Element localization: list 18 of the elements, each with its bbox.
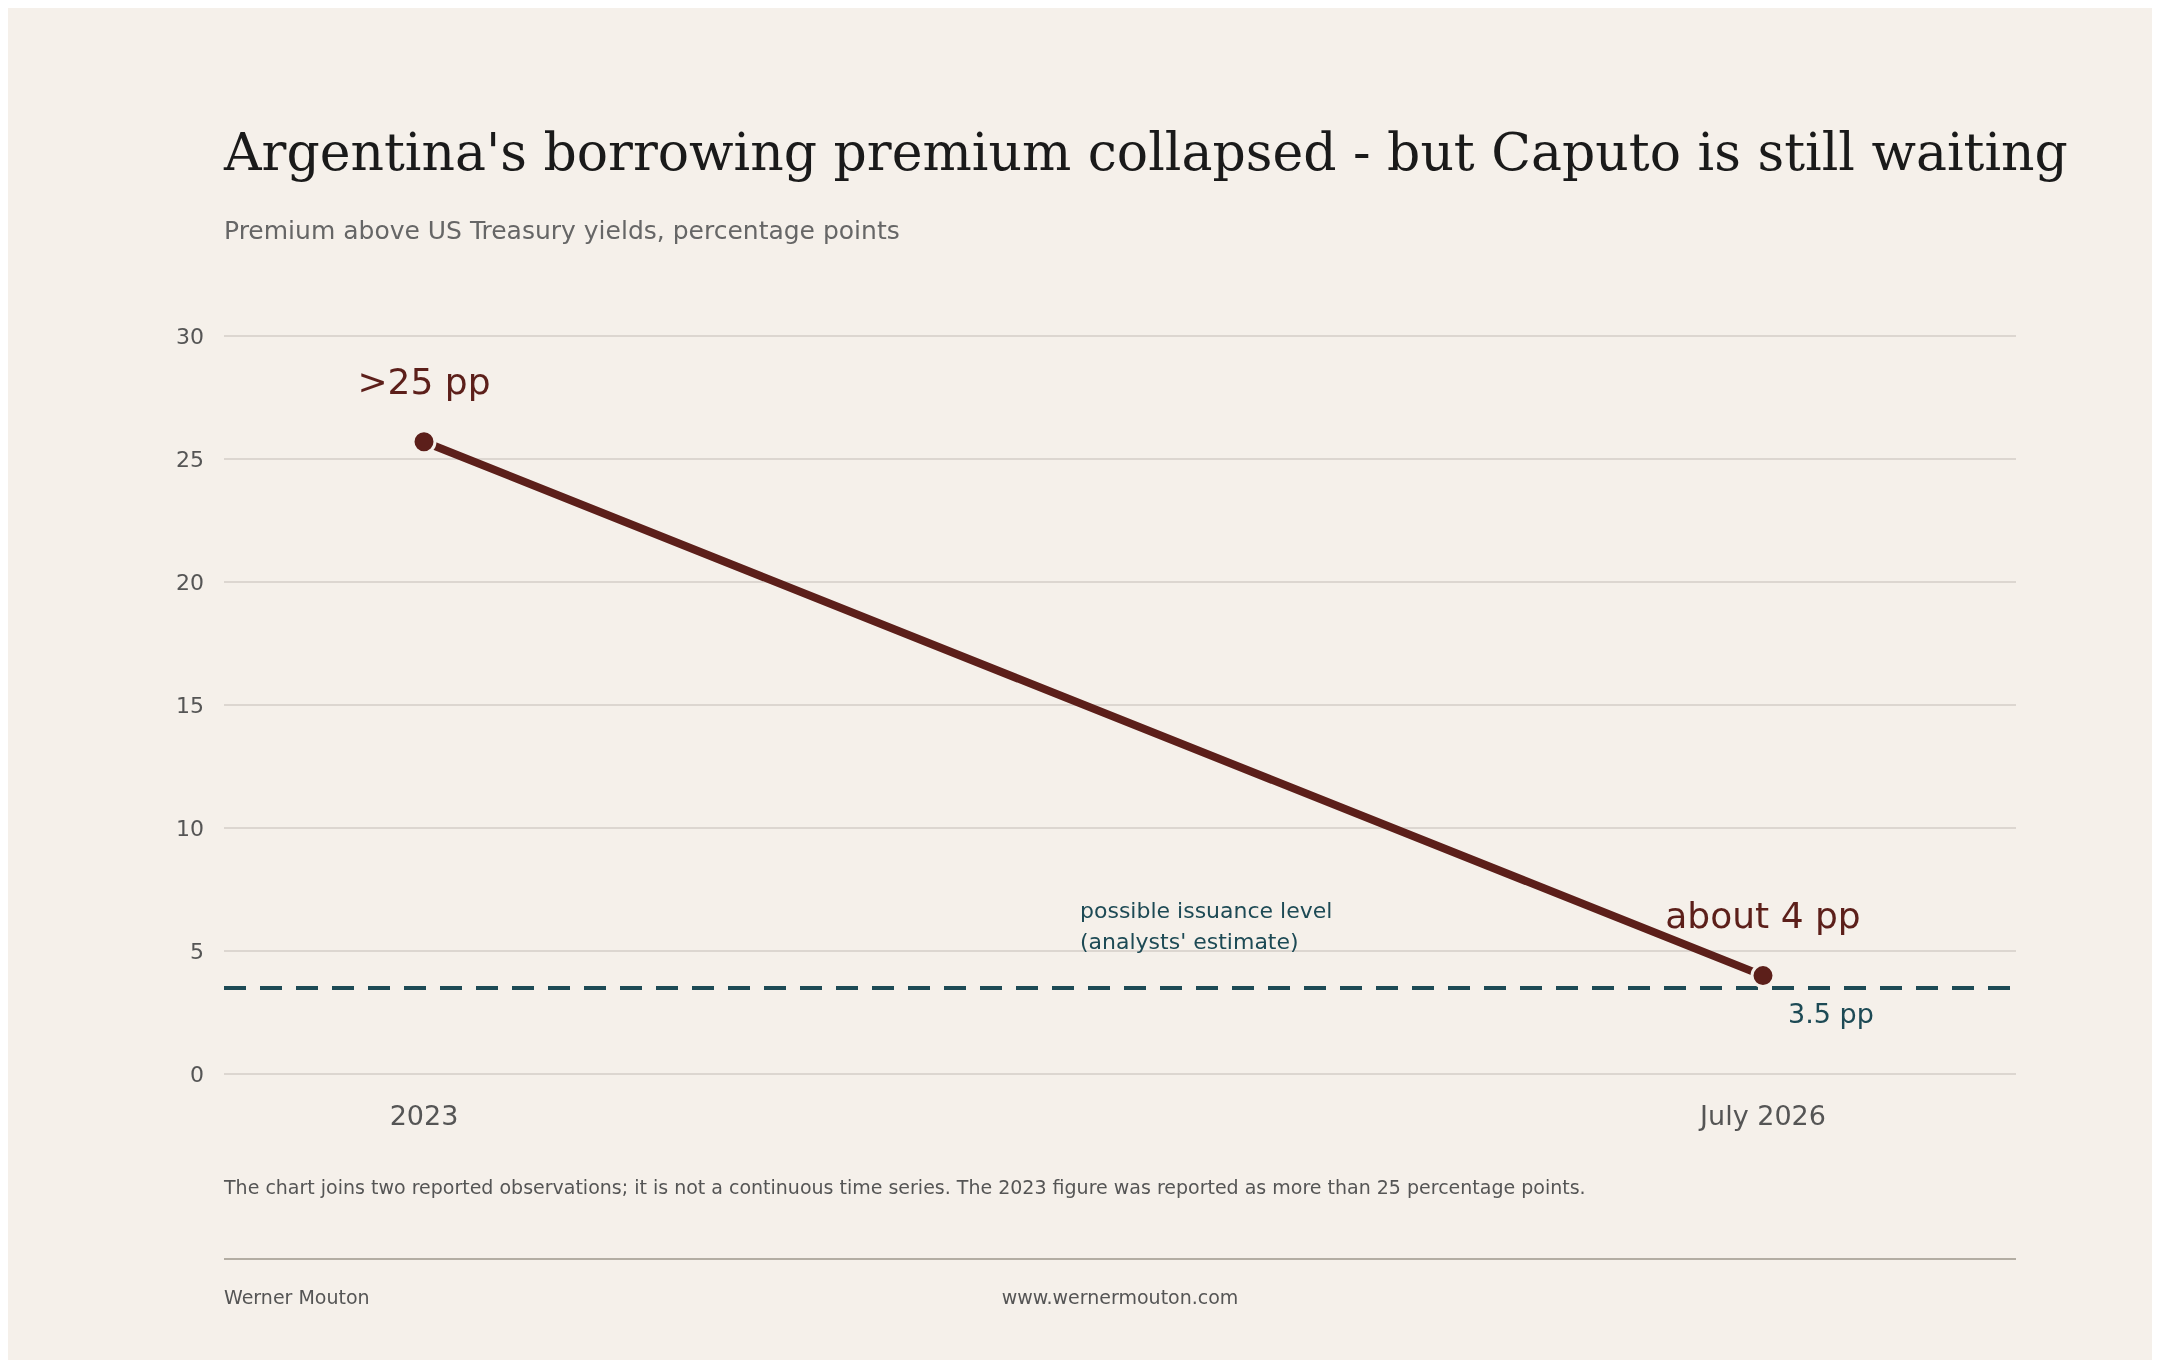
y-tick-label: 15 xyxy=(176,692,204,718)
annotation: possible issuance level (analysts' estimate) xyxy=(1080,897,1333,954)
x-tick-label: 2023 xyxy=(389,1100,459,1131)
y-tick-label: 25 xyxy=(176,446,204,472)
x-tick-label: July 2026 xyxy=(1698,1100,1826,1131)
ref-line-label: 3.5 pp xyxy=(1788,998,1874,1030)
y-tick-label: 30 xyxy=(176,323,204,349)
y-tick-label: 10 xyxy=(176,815,204,841)
annotation: >25 pp xyxy=(357,360,491,402)
y-tick-label: 0 xyxy=(190,1061,204,1087)
text: Werner Mouton xyxy=(224,1286,370,1308)
chart-title: Argentina's borrowing premium collapsed - but Caputo is still waiting xyxy=(223,122,2068,182)
y-tick-label: 5 xyxy=(190,938,204,964)
text: www.wernermouton.com xyxy=(1001,1286,1239,1308)
y-tick-label: 20 xyxy=(176,569,204,595)
chart-subtitle: Premium above US Treasury yields, percentage points xyxy=(224,216,900,245)
text: The chart joins two reported observations; it is not a continuous time series. The 2023 figure was reported as more than 25 percentage points. xyxy=(223,1176,1586,1198)
annotation: about 4 pp xyxy=(1665,894,1861,936)
